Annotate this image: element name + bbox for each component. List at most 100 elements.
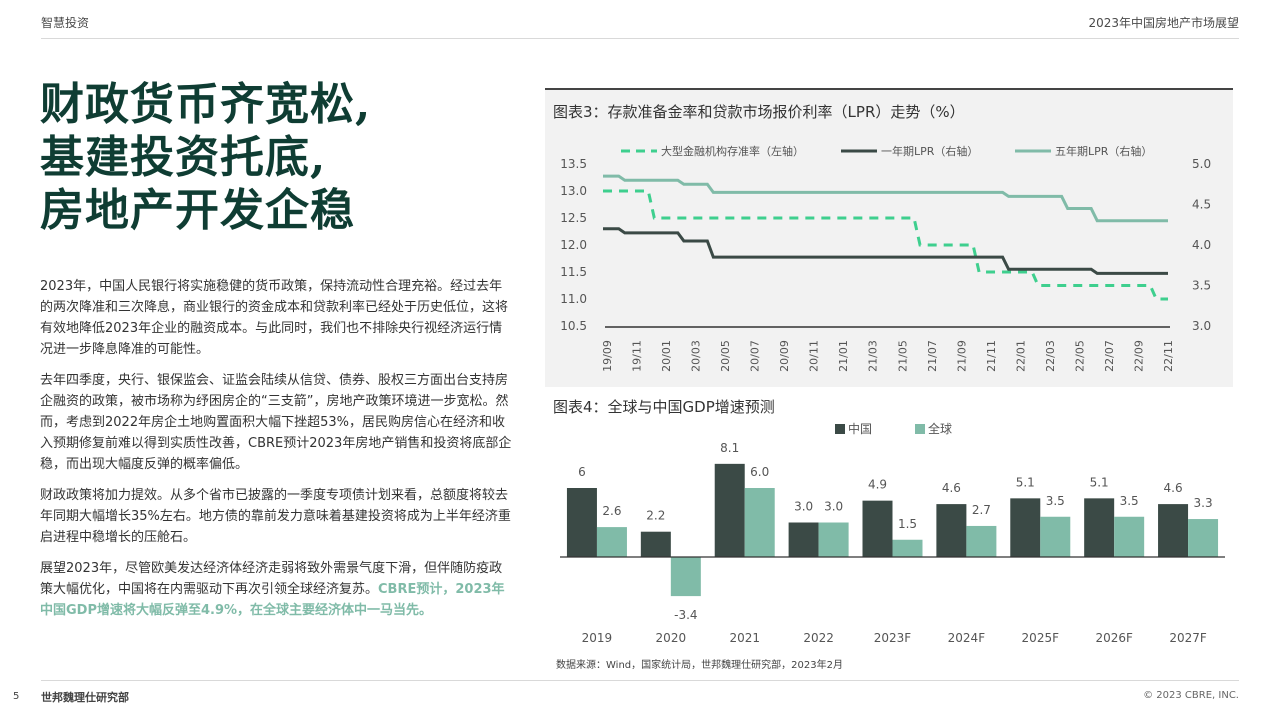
y-left-tick-label: 11.5 [560,265,587,279]
x-category-label: 2026F [1095,631,1133,645]
body-text: 2023年，中国人民银行将实施稳健的货币政策，保持流动性合理充裕。经过去年的两次… [40,276,512,631]
footer-divider [41,680,1239,681]
bar-value-label: 3.5 [1120,494,1139,508]
x-tick-label: 20/11 [808,340,821,372]
x-tick-label: 19/09 [601,340,614,372]
x-tick-label: 22/11 [1162,340,1175,372]
footer-org: 世邦魏理仕研究部 [41,691,129,704]
bar-value-label: 4.6 [942,481,961,495]
x-category-label: 2025F [1022,631,1060,645]
bar-中国 [936,504,967,557]
x-category-label: 2024F [948,631,986,645]
x-tick-label: 21/01 [837,340,850,372]
bar-value-label: 5.1 [1090,475,1109,489]
legend-label-0: 中国 [848,421,872,436]
bar-value-label: 2.2 [646,509,665,523]
x-tick-label: 22/05 [1073,340,1086,372]
bar-全球 [818,522,849,557]
paragraph-2: 去年四季度，央行、银保监会、证监会陆续从信贷、债券、股权三方面出台支持房企融资的… [40,373,512,472]
bar-全球 [744,488,775,557]
x-category-label: 2022 [803,631,834,645]
series-line-0 [603,189,1168,301]
x-tick-label: 20/07 [749,340,762,372]
bar-value-label: 5.1 [1016,475,1035,489]
paragraph-4: 展望2023年，尽管欧美发达经济体经济走弱将致外需景气度下滑，但伴随防疫政策大幅… [40,558,512,621]
chart3-panel [545,88,1233,387]
paragraph-4-highlight: CBRE预计，2023年中国GDP增速将大幅反弹至4.9%，在全球主要经济体中一… [40,582,505,618]
legend-label-0: 大型金融机构存准率（左轴） [661,144,804,158]
section-label: 智慧投资 [41,16,90,30]
bar-value-label: 2.6 [602,504,621,518]
bar-全球 [1188,519,1219,557]
x-tick-label: 21/05 [896,340,909,372]
bar-value-label: 4.6 [1164,481,1183,495]
x-tick-label: 21/03 [867,340,880,372]
copyright: © 2023 CBRE, INC. [1143,690,1239,701]
x-category-label: 2019 [582,631,613,645]
bar-value-label: 6.0 [750,465,769,479]
bar-value-label: 6 [578,465,586,479]
x-tick-label: 20/03 [690,340,703,372]
series-line-2 [603,174,1168,223]
bar-中国 [640,531,671,557]
x-tick-label: 21/07 [926,340,939,372]
title-line-2: 基建投资托底, [40,132,327,183]
y-left-tick-label: 13.0 [560,184,587,198]
paragraph-3: 财政政策将加力提效。从多个省市已披露的一季度专项债计划来看，总额度将较去年同期大… [40,488,511,545]
bar-value-label: 8.1 [720,441,739,455]
bar-全球 [1114,516,1145,557]
y-left-tick-label: 13.5 [560,157,587,171]
bar-value-label: 3.5 [1046,494,1065,508]
bar-全球 [966,525,997,557]
bar-全球 [1040,516,1071,557]
y-right-tick-label: 5.0 [1192,157,1211,171]
y-right-tick-label: 4.5 [1192,198,1211,212]
legend-label-2: 五年期LPR（右轴） [1055,144,1152,158]
x-tick-label: 19/11 [631,340,644,372]
header-divider [41,38,1239,39]
bar-全球 [596,527,627,557]
y-left-tick-label: 11.0 [560,292,587,306]
x-tick-label: 20/01 [660,340,673,372]
title-line-3: 房地产开发企稳 [40,185,355,236]
y-left-tick-label: 12.5 [560,211,587,225]
x-tick-label: 21/09 [955,340,968,372]
chart4-title: 图表4：全球与中国GDP增速预测 [553,398,775,416]
legend-swatch-0 [835,424,845,434]
bar-中国 [714,463,745,557]
y-left-tick-label: 12.0 [560,238,587,252]
bar-中国 [1158,504,1189,557]
bar-中国 [1084,498,1115,557]
data-source: 数据来源：Wind，国家统计局，世邦魏理仕研究部，2023年2月 [556,660,843,671]
legend-label-1: 全球 [928,421,952,436]
bar-value-label: 2.7 [972,503,991,517]
x-category-label: 2023F [874,631,912,645]
x-tick-label: 22/07 [1103,340,1116,372]
x-category-label: 2027F [1169,631,1207,645]
bar-value-label: 3.0 [824,500,843,514]
y-right-tick-label: 3.5 [1192,279,1211,293]
bar-中国 [788,522,819,557]
bar-中国 [566,488,597,557]
x-tick-label: 22/09 [1132,340,1145,372]
lpr-rrr-line-chart: 10.5 11.0 11.5 12.0 12.5 13.0 13.5 3.0 3.5 4.0 4.5… [560,144,1211,372]
bar-value-label: 3.3 [1194,496,1213,510]
page-number: 5 [13,691,20,702]
x-tick-label: 20/05 [719,340,732,372]
x-tick-label: 22/01 [1014,340,1027,372]
bar-全球 [892,539,923,557]
chart3-title: 图表3：存款准备金率和贷款市场报价利率（LPR）走势（%） [553,103,965,121]
bar-中国 [862,500,893,557]
report-title: 2023年中国房地产市场展望 [1088,16,1239,30]
page-title: 财政货币齐宽松, 基建投资托底, 房地产开发企稳 [40,78,520,237]
legend-label-1: 一年期LPR（右轴） [881,144,978,158]
x-tick-label: 20/09 [778,340,791,372]
paragraph-1: 2023年，中国人民银行将实施稳健的货币政策，保持流动性合理充裕。经过去年的两次… [40,279,509,357]
gdp-bar-chart: 2019 6 2.6 2020 2.2 -3.4 2021 8.1 6.0 2022 3.0 3.0 2… [560,421,1225,645]
chart3-top-rule [545,88,1233,90]
bar-value-label: 3.0 [794,500,813,514]
y-right-tick-label: 4.0 [1192,238,1211,252]
x-category-label: 2021 [729,631,760,645]
x-tick-label: 22/03 [1044,340,1057,372]
paragraph-4-text: 展望2023年，尽管欧美发达经济体经济走弱将致外需景气度下滑，但伴随防疫政策大幅… [40,561,503,597]
